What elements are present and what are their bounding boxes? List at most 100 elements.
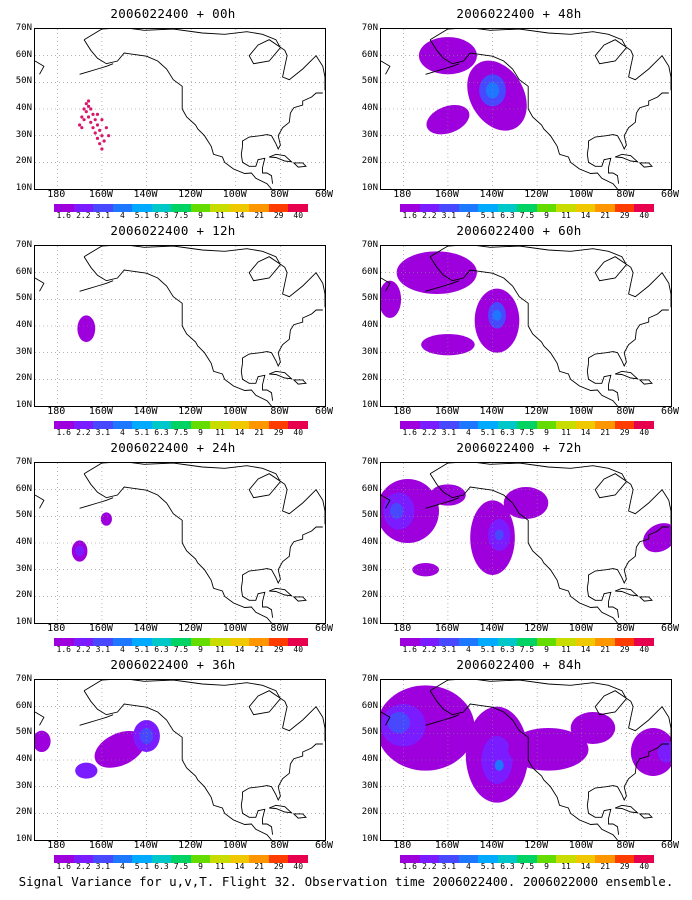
coastline [381,277,391,292]
colorbar-swatch [478,855,498,863]
colorbar-label: 6.3 [154,862,169,871]
colorbar-label: 14 [580,645,591,654]
colorbar [54,204,308,212]
coastline [588,92,669,151]
colorbar-label: 14 [234,645,245,654]
colorbar-swatch [210,204,230,212]
colorbar-label: 1.6 [402,211,417,220]
colorbar-label: 29 [273,645,284,654]
lon-tick-label: 160W [88,840,113,851]
coastline [35,60,45,75]
island-coastline [615,153,639,163]
variance-contour [657,741,671,763]
colorbar-label: 1.6 [56,428,71,437]
colorbar-label: 40 [293,211,304,220]
colorbar-label: 1.6 [402,862,417,871]
colorbar-swatch [400,421,420,429]
coastline [240,580,274,618]
colorbar-swatch [556,204,576,212]
colorbar-label: 29 [619,211,630,220]
lat-tick-label: 40N [361,103,378,113]
lon-tick-label: 80W [270,840,289,851]
lon-tick-label: 100W [568,840,593,851]
colorbar-label: 5.1 [480,645,496,654]
colorbar-label: 7.5 [173,862,189,871]
lat-tick-label: 40N [361,537,378,547]
colorbar-swatch [419,204,440,212]
lat-tick-label: 20N [15,807,32,818]
variance-contour [387,712,410,734]
lon-tick-label: 100W [222,840,247,851]
lon-tick-label: 180 [47,189,66,200]
lon-tick-label: 180 [393,189,412,200]
island-coastline [638,379,653,385]
colorbar-swatch [556,855,576,863]
lon-tick-label: 80W [270,623,289,634]
colorbar-label: 7.5 [519,862,535,871]
colorbar-swatch [400,638,420,646]
flight-track-point [78,123,82,127]
flight-track-point [95,123,100,127]
lat-tick-label: 20N [15,590,32,601]
lon-tick-label: 120W [524,406,549,417]
map-svg [35,463,325,623]
coastline [242,743,323,802]
colorbar-label: 4 [465,862,471,871]
variance-contour [426,104,470,135]
colorbar-swatch [210,855,230,863]
map-svg [381,246,671,406]
lon-tick-label: 120W [524,623,549,634]
variance-contour [77,315,96,342]
colorbar-label: 2.2 [422,211,437,220]
flight-track-point [89,107,93,111]
map-panel: 2006022400 + 12h 70N 60N 50N 40N 30N 20N 10N 180… [0,217,346,437]
colorbar-swatch [458,855,479,863]
colorbar [54,421,308,429]
variance-contour [485,82,500,99]
colorbar-swatch [151,638,172,646]
colorbar-label: 14 [234,862,245,871]
coastline [429,463,671,525]
lat-tick-label: 30N [15,780,32,791]
variance-contour [418,37,477,75]
variance-contour [100,512,112,526]
colorbar-label: 4 [119,645,125,654]
colorbar-label: 5.1 [480,862,496,871]
colorbar-swatch [439,204,459,212]
colorbar-swatch [478,204,498,212]
colorbar-swatch [536,421,557,429]
colorbar-swatch [497,638,518,646]
colorbar-label: 40 [293,862,304,871]
lon-tick-label: 80W [270,406,289,417]
lon-tick-label: 60W [660,840,680,851]
lat-tick-label: 70N [361,240,378,250]
map-svg [35,680,325,840]
colorbar-label: 3.1 [441,645,457,654]
colorbar-label: 14 [234,211,245,220]
flight-track-point [80,115,84,119]
lon-tick-label: 120W [178,623,203,634]
lat-tick-label: 60N [15,483,32,494]
colorbar-label: 3.1 [95,862,111,871]
flight-track-point [107,134,111,138]
colorbar-label: 29 [273,862,284,871]
colorbar-swatch [229,204,250,212]
colorbar-swatch [595,204,615,212]
colorbar-swatch [229,421,250,429]
colorbar-swatch [151,855,172,863]
flight-track-point [98,142,102,146]
colorbar-swatch [132,204,152,212]
coastline [242,92,323,151]
lon-tick-label: 140W [479,189,504,200]
colorbar-label: 11 [215,862,225,871]
colorbar-label: 29 [619,428,630,437]
coastline [586,580,620,618]
flight-track-point [100,147,104,151]
colorbar-label: 3.1 [95,211,111,220]
colorbar-swatch [151,204,172,212]
colorbar-swatch [439,638,459,646]
variance-contour [396,251,477,294]
coastline [429,473,618,623]
lat-tick-label: 70N [15,23,32,33]
colorbar-label: 3.1 [95,428,111,437]
